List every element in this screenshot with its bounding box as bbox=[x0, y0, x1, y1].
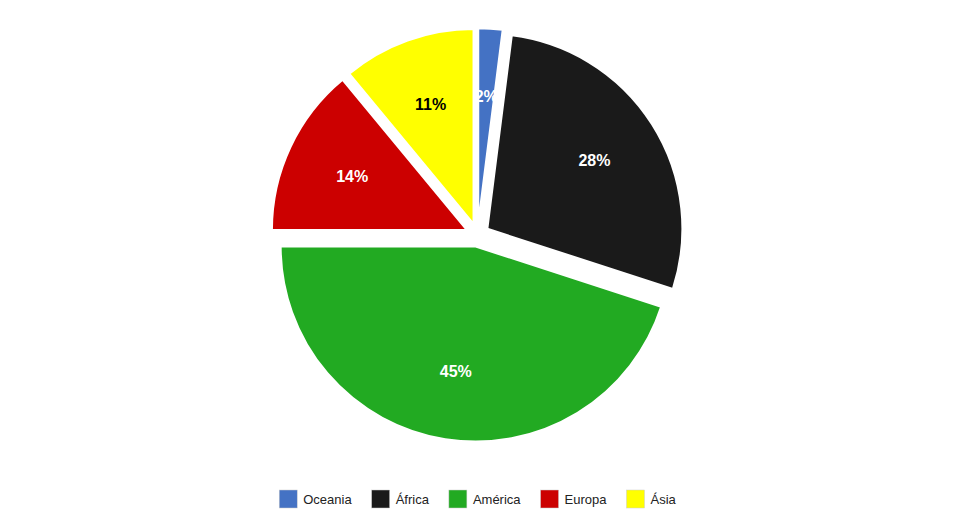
legend-item: América bbox=[449, 490, 521, 508]
chart: 2% 28% 45% 14% 11% Oceania África América Europa… bbox=[0, 0, 955, 530]
legend: Oceania África América Europa Ásia bbox=[279, 490, 676, 508]
legend-item: Europa bbox=[541, 490, 608, 508]
legend-swatch bbox=[626, 490, 644, 508]
legend-label: América bbox=[473, 492, 521, 507]
pie-slice bbox=[281, 247, 661, 442]
legend-swatch bbox=[449, 490, 467, 508]
pie-slice bbox=[349, 29, 473, 224]
chart-container: 2% 28% 45% 14% 11% Oceania África América Europa… bbox=[0, 0, 955, 530]
legend-swatch bbox=[541, 490, 559, 508]
data-labels: 2% 28% 45% 14% 11% bbox=[336, 88, 610, 380]
legend-item: Ásia bbox=[626, 490, 676, 508]
data-label: 2% bbox=[475, 88, 498, 105]
data-label: 28% bbox=[578, 152, 610, 169]
pie-slice bbox=[487, 35, 682, 289]
legend-swatch bbox=[279, 490, 297, 508]
data-label: 45% bbox=[440, 363, 472, 380]
legend-label: África bbox=[396, 492, 430, 507]
pie bbox=[272, 28, 682, 441]
legend-label: Oceania bbox=[303, 492, 352, 507]
legend-label: Europa bbox=[565, 492, 608, 507]
data-label: 11% bbox=[415, 96, 446, 113]
legend-swatch bbox=[372, 490, 390, 508]
legend-item: África bbox=[372, 490, 430, 508]
data-label: 14% bbox=[336, 168, 368, 185]
legend-item: Oceania bbox=[279, 490, 352, 508]
legend-label: Ásia bbox=[650, 492, 676, 507]
